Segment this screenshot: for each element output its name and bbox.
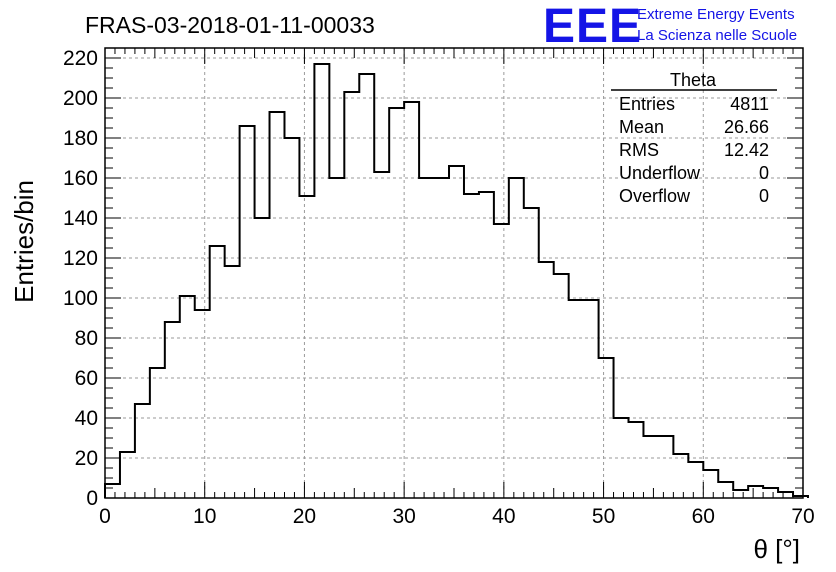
y-tick-label: 220	[63, 47, 98, 70]
stats-rows: Entries 4811 Mean 26.66 RMS 12.42 Underflow 0 Ov…	[619, 94, 769, 206]
x-tick-label: 20	[293, 505, 316, 528]
y-tick-label: 80	[75, 327, 98, 350]
stats-row-value: 26.66	[724, 117, 769, 137]
y-tick-label: 0	[86, 487, 98, 510]
stats-row-label: Entries	[619, 94, 675, 114]
logo-line1: Extreme Energy Events	[637, 6, 795, 23]
stats-row-label: Overflow	[619, 186, 691, 206]
y-tick-label: 180	[63, 127, 98, 150]
stats-row-value: 0	[759, 163, 769, 183]
histogram-series	[104, 63, 809, 498]
y-tick-label: 40	[75, 407, 98, 430]
stats-row-value: 12.42	[724, 140, 769, 160]
stats-row-value: 4811	[730, 94, 769, 114]
stats-row-label: Mean	[619, 117, 664, 137]
y-tick-labels: 0 20 40 60 80 100 120 140 160 180 200 220	[63, 47, 98, 510]
chart-title: FRAS-03-2018-01-11-00033	[85, 12, 375, 38]
x-tick-label: 70	[791, 505, 814, 528]
stats-row-value: 0	[759, 186, 769, 206]
y-tick-label: 60	[75, 367, 98, 390]
stats-row-label: RMS	[619, 140, 659, 160]
logo-line2: La Scienza nelle Scuole	[637, 27, 797, 44]
y-tick-label: 160	[63, 167, 98, 190]
x-tick-label: 10	[193, 505, 216, 528]
x-tick-label: 60	[692, 505, 715, 528]
x-tick-label: 50	[592, 505, 615, 528]
y-tick-label: 200	[63, 87, 98, 110]
x-tick-label: 0	[99, 505, 111, 528]
y-tick-label: 100	[63, 287, 98, 310]
logo-mark: EEE	[543, 0, 642, 53]
axes-frame	[104, 47, 804, 499]
x-tick-label: 30	[392, 505, 415, 528]
stats-title: Theta	[670, 70, 717, 90]
eee-logo: EEE Extreme Energy Events La Scienza nel…	[543, 0, 797, 53]
x-axis-title: θ [°]	[753, 534, 800, 564]
y-tick-label: 140	[63, 207, 98, 230]
stats-row-label: Underflow	[619, 163, 701, 183]
x-tick-label: 40	[492, 505, 515, 528]
histogram-outline	[104, 63, 809, 498]
stats-box: Theta Entries 4811 Mean 26.66 RMS 12.42 Underf…	[611, 70, 777, 206]
y-axis-title: Entries/bin	[9, 180, 39, 303]
y-tick-label: 20	[75, 447, 98, 470]
x-tick-labels: 0 10 20 30 40 50 60 70	[99, 505, 815, 528]
y-tick-label: 120	[63, 247, 98, 270]
